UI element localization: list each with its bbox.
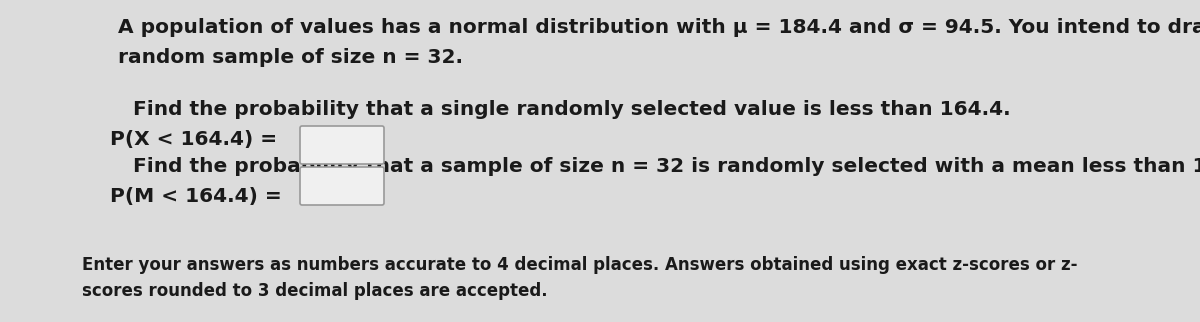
FancyBboxPatch shape <box>300 167 384 205</box>
Text: Find the probability that a sample of size n = 32 is randomly selected with a me: Find the probability that a sample of si… <box>133 157 1200 176</box>
Text: random sample of size n = 32.: random sample of size n = 32. <box>118 48 463 67</box>
Text: P(X < 164.4) =: P(X < 164.4) = <box>110 130 277 149</box>
Text: Enter your answers as numbers accurate to 4 decimal places. Answers obtained usi: Enter your answers as numbers accurate t… <box>82 256 1078 274</box>
FancyBboxPatch shape <box>300 126 384 164</box>
Text: P(M < 164.4) =: P(M < 164.4) = <box>110 187 282 206</box>
Text: A population of values has a normal distribution with μ = 184.4 and σ = 94.5. Yo: A population of values has a normal dist… <box>118 18 1200 37</box>
Text: scores rounded to 3 decimal places are accepted.: scores rounded to 3 decimal places are a… <box>82 282 547 300</box>
Text: Find the probability that a single randomly selected value is less than 164.4.: Find the probability that a single rando… <box>133 100 1010 119</box>
